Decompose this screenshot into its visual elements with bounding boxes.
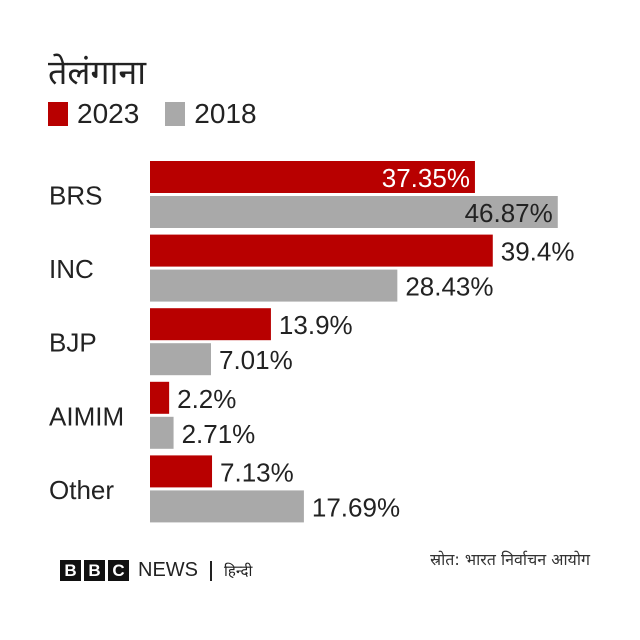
- category-label: BRS: [49, 181, 102, 211]
- legend: 2023 2018: [48, 98, 283, 130]
- legend-label-2018: 2018: [194, 98, 257, 129]
- value-label-2023-other: 7.13%: [220, 457, 294, 487]
- bar-2023-brs: [150, 161, 475, 193]
- chart-title: तेलंगाना: [48, 53, 147, 93]
- language-label: हिन्दी: [224, 561, 253, 580]
- value-label-2018-inc: 28.43%: [405, 272, 493, 302]
- legend-label-2023: 2023: [77, 98, 140, 129]
- bar-2018-aimim: [150, 416, 174, 449]
- legend-item-2018: 2018: [165, 98, 257, 130]
- bar-2023-inc: [150, 234, 493, 267]
- bar-2018-other: [150, 490, 304, 523]
- value-label-2023-bjp: 13.9%: [279, 310, 353, 340]
- logo-divider: [210, 560, 212, 581]
- bbc-logo-letter: B: [60, 560, 81, 581]
- bar-2023-aimim: [150, 381, 170, 414]
- value-label-2018-bjp: 7.01%: [219, 345, 293, 375]
- bbc-logo-letter: B: [84, 560, 105, 581]
- category-label: AIMIM: [49, 401, 124, 431]
- category-label: INC: [49, 254, 94, 284]
- value-label-2023-inc: 39.4%: [501, 237, 575, 267]
- value-label-2018-aimim: 2.71%: [182, 419, 256, 449]
- bar-2018-brs: [150, 196, 558, 228]
- legend-swatch-2018: [165, 102, 186, 126]
- bbc-logo-letter: C: [108, 560, 129, 581]
- legend-swatch-2023: [48, 102, 68, 126]
- bar-2018-inc: [150, 269, 398, 302]
- value-label-2018-other: 17.69%: [312, 492, 400, 522]
- bar-2023-bjp: [150, 308, 271, 341]
- bar-2023-other: [150, 455, 213, 488]
- value-label-2018-brs: 46.87%: [465, 198, 553, 228]
- bar-2018-bjp: [150, 343, 211, 376]
- legend-item-2023: 2023: [48, 98, 139, 130]
- value-label-2023-aimim: 2.2%: [177, 384, 236, 414]
- category-label: Other: [49, 475, 114, 505]
- bbc-news-hindi-logo: B B C NEWS हिन्दी: [60, 559, 252, 582]
- source-note: स्रोत: भारत निर्वाचन आयोग: [430, 550, 590, 569]
- news-wordmark: NEWS: [138, 559, 198, 581]
- category-label: BJP: [49, 328, 97, 358]
- value-label-2023-brs: 37.35%: [382, 163, 470, 193]
